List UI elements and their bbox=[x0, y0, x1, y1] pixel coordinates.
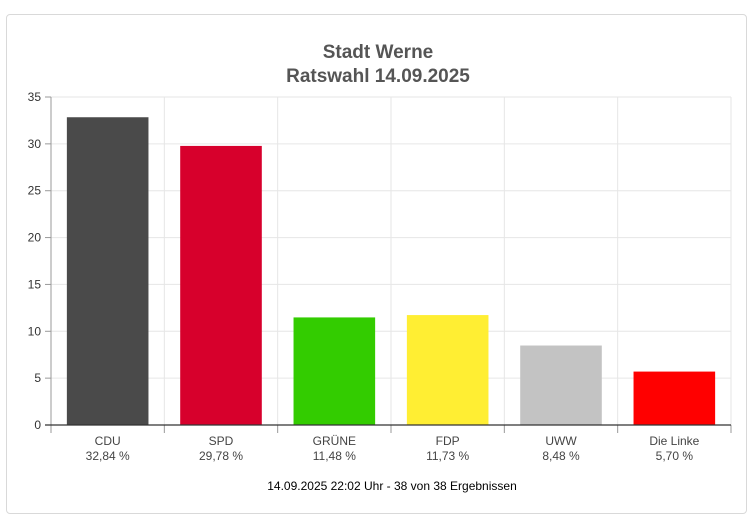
y-tick-label: 30 bbox=[28, 137, 42, 151]
y-tick-label: 5 bbox=[34, 371, 41, 385]
bar-cdu[interactable] bbox=[66, 117, 149, 426]
bar-fdp[interactable] bbox=[406, 315, 489, 425]
x-category-label: UWW bbox=[545, 434, 577, 448]
x-category-label: GRÜNE bbox=[313, 434, 356, 448]
x-category-label: Die Linke bbox=[649, 434, 699, 448]
x-value-label: 5,70 % bbox=[656, 449, 694, 463]
bar-grüne[interactable] bbox=[293, 317, 376, 425]
x-value-label: 8,48 % bbox=[542, 449, 580, 463]
y-tick-label: 10 bbox=[28, 324, 42, 338]
y-tick-label: 0 bbox=[34, 418, 41, 432]
x-value-label: 11,73 % bbox=[426, 449, 469, 463]
bars bbox=[66, 117, 716, 426]
x-value-label: 11,48 % bbox=[313, 449, 356, 463]
y-tick-label: 20 bbox=[28, 231, 42, 245]
chart-footer: 14.09.2025 22:02 Uhr - 38 von 38 Ergebni… bbox=[267, 479, 517, 493]
y-axis: 0 5 10 15 20 25 30 35 bbox=[28, 90, 52, 432]
bar-uww[interactable] bbox=[520, 345, 602, 425]
y-tick-label: 35 bbox=[28, 90, 42, 104]
x-category-label: FDP bbox=[436, 434, 460, 448]
grid bbox=[50, 96, 732, 426]
chart-subtitle: Ratswahl 14.09.2025 bbox=[286, 66, 470, 87]
x-category-label: SPD bbox=[209, 434, 234, 448]
bar-die-linke[interactable] bbox=[633, 371, 716, 425]
y-tick-label: 15 bbox=[28, 277, 42, 291]
x-value-label: 32,84 % bbox=[86, 449, 130, 463]
chart-title: Stadt Werne bbox=[323, 42, 434, 63]
bar-spd[interactable] bbox=[180, 145, 262, 425]
x-category-label: CDU bbox=[95, 434, 121, 448]
y-tick-label: 25 bbox=[28, 184, 42, 198]
x-value-label: 29,78 % bbox=[199, 449, 243, 463]
